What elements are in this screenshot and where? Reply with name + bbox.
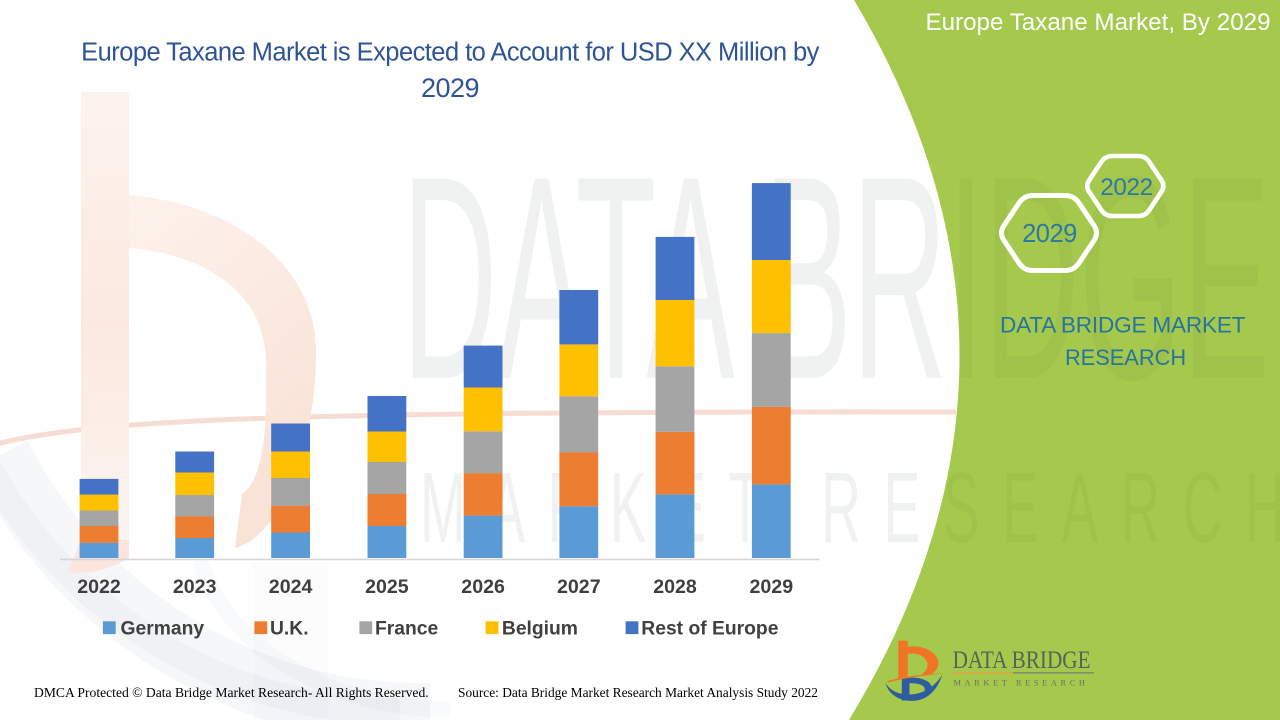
svg-text:U.K.: U.K. [270, 619, 309, 640]
svg-text:DATA BRIDGE: DATA BRIDGE [953, 647, 1091, 674]
svg-text:2024: 2024 [269, 576, 313, 598]
svg-text:2026: 2026 [461, 576, 505, 598]
svg-text:Rest of Europe: Rest of Europe [641, 619, 778, 640]
svg-text:DATA BRIDGE MARKET: DATA BRIDGE MARKET [1000, 313, 1246, 338]
svg-text:Europe Taxane Market, By 2029: Europe Taxane Market, By 2029 [925, 9, 1270, 36]
svg-text:2025: 2025 [365, 576, 409, 598]
svg-text:2028: 2028 [653, 576, 697, 598]
svg-text:2023: 2023 [173, 576, 217, 598]
svg-text:2027: 2027 [557, 576, 601, 598]
svg-text:2029: 2029 [750, 576, 794, 598]
svg-text:Source: Data Bridge Market Res: Source: Data Bridge Market Research Mark… [458, 685, 818, 700]
svg-text:Germany: Germany [121, 619, 205, 640]
svg-text:Europe Taxane Market is Expect: Europe Taxane Market is Expected to Acco… [81, 39, 819, 67]
svg-text:DMCA Protected © Data Bridge M: DMCA Protected © Data Bridge Market Rese… [34, 685, 429, 700]
svg-text:RESEARCH: RESEARCH [1065, 345, 1186, 370]
svg-text:MARKET RESEARCH: MARKET RESEARCH [954, 678, 1089, 687]
svg-text:Belgium: Belgium [502, 619, 578, 640]
svg-text:2022: 2022 [77, 576, 121, 598]
svg-text:2029: 2029 [1022, 220, 1077, 248]
svg-text:France: France [375, 619, 439, 640]
svg-text:2022: 2022 [1100, 174, 1152, 201]
svg-text:2029: 2029 [421, 73, 479, 103]
